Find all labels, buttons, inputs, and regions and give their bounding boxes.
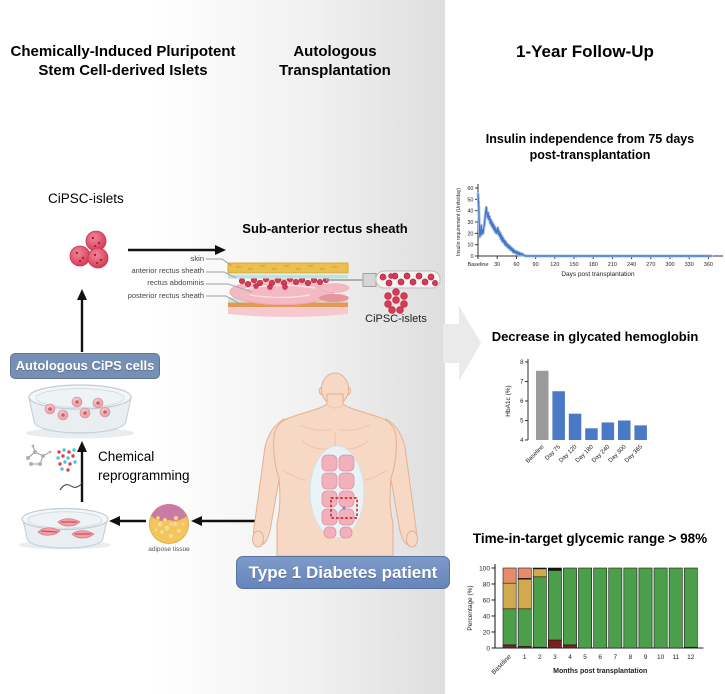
svg-text:100: 100: [479, 565, 490, 572]
svg-text:60: 60: [483, 597, 491, 604]
petri-dish-cips: [26, 384, 134, 439]
svg-text:Days post transplantation: Days post transplantation: [561, 271, 635, 278]
svg-text:9: 9: [644, 654, 648, 661]
svg-text:10: 10: [467, 243, 473, 249]
svg-text:60: 60: [513, 262, 519, 268]
svg-text:90: 90: [533, 262, 539, 268]
colored-molecule: [56, 448, 77, 472]
rectus-sheath-cross-section: [206, 258, 441, 317]
svg-text:7: 7: [520, 380, 524, 386]
svg-text:Insulin requirement (Units/day: Insulin requirement (Units/day): [456, 188, 462, 256]
molecule-sketch: [59, 481, 84, 491]
svg-text:120: 120: [550, 262, 559, 268]
svg-text:40: 40: [483, 613, 491, 620]
patient-figure: [252, 372, 418, 557]
cipsc-islet-spheres: [69, 230, 109, 269]
insulin-requirement-chart: 0 10 20 30 40 50 60 Baseline 30 60 90 120 150 180 210 2…: [456, 184, 723, 278]
svg-text:30: 30: [467, 220, 473, 226]
svg-text:210: 210: [608, 262, 617, 268]
svg-text:150: 150: [569, 262, 578, 268]
middle-column-title: Autologous Transplantation: [279, 43, 391, 79]
islet-cluster: [384, 288, 408, 314]
svg-text:20: 20: [483, 629, 491, 636]
autologous-cips-cells-badge: Autologous CiPS cells: [10, 353, 160, 379]
svg-text:240: 240: [627, 262, 636, 268]
small-molecules: [26, 444, 84, 491]
svg-text:HbA1c (%): HbA1c (%): [505, 385, 512, 416]
svg-text:1: 1: [523, 654, 527, 661]
petri-dish-fibroblasts: [19, 507, 111, 550]
svg-text:5: 5: [583, 654, 587, 661]
svg-text:Months post transplantation: Months post transplantation: [553, 668, 647, 675]
arrow-cips-to-islets: [77, 289, 87, 352]
section-transition-arrow: [443, 306, 481, 381]
type1-diabetes-patient-badge: Type 1 Diabetes patient: [236, 556, 450, 589]
right-column-title: 1-Year Follow-Up: [516, 42, 654, 61]
svg-text:5: 5: [520, 419, 524, 425]
svg-text:8: 8: [520, 360, 524, 366]
tir-chart-title: Time-in-target glycemic range > 98%: [472, 531, 708, 546]
svg-text:2: 2: [538, 654, 542, 661]
svg-text:20: 20: [467, 231, 473, 237]
hba1c-chart-title: Decrease in glycated hemoglobin: [491, 329, 699, 344]
svg-text:Baseline: Baseline: [467, 262, 488, 268]
adipose-tissue: [149, 504, 189, 544]
svg-text:4: 4: [568, 654, 572, 661]
svg-text:Day 365: Day 365: [624, 444, 645, 465]
arrow-islets-to-sheath: [128, 245, 226, 255]
svg-text:0: 0: [486, 645, 490, 652]
svg-text:4: 4: [520, 438, 524, 444]
svg-text:Percentage (%): Percentage (%): [467, 585, 474, 630]
layer-label-posterior-sheath: posterior rectus sheath: [127, 290, 204, 300]
svg-text:8: 8: [629, 654, 633, 661]
layer-label-anterior-sheath: anterior rectus sheath: [131, 266, 204, 276]
cipsc-islets-label-middle: CiPSC-islets: [365, 313, 427, 325]
svg-text:6: 6: [598, 654, 602, 661]
fibroblast-cells: [37, 518, 95, 539]
svg-text:Baseline: Baseline: [525, 444, 546, 465]
arrow-adipose-to-dish: [109, 516, 146, 526]
arrow-reprogramming: [77, 441, 87, 502]
svg-text:180: 180: [589, 262, 598, 268]
svg-text:300: 300: [665, 262, 674, 268]
svg-text:270: 270: [646, 262, 655, 268]
layer-label-rectus-abdominis: rectus abdominis: [147, 278, 204, 288]
insulin-chart-title: Insulin independence from 75 days post-t…: [485, 132, 695, 162]
chemical-reprogramming-label: Chemical reprogramming: [98, 449, 190, 483]
rectus-abdominis-muscles: [321, 454, 355, 539]
svg-text:10: 10: [657, 654, 665, 661]
svg-text:40: 40: [467, 209, 473, 215]
adipose-tissue-label: adipose tissue: [148, 546, 190, 553]
svg-text:0: 0: [470, 254, 473, 260]
svg-text:3: 3: [553, 654, 557, 661]
svg-text:80: 80: [483, 581, 491, 588]
left-column-title: Chemically-Induced Pluripotent Stem Cell…: [10, 43, 236, 79]
svg-text:12: 12: [687, 654, 695, 661]
svg-text:330: 330: [685, 262, 694, 268]
injection-cannula: [326, 270, 441, 289]
cipsc-islets-label: CiPSC-islets: [48, 191, 124, 206]
layer-leader-lines: [206, 258, 253, 306]
sheath-title: Sub-anterior rectus sheath: [242, 221, 408, 236]
svg-text:7: 7: [613, 654, 617, 661]
svg-text:60: 60: [467, 186, 473, 192]
svg-text:11: 11: [672, 654, 679, 661]
layer-label-skin: skin: [190, 254, 204, 263]
svg-text:Baseline: Baseline: [490, 653, 513, 676]
svg-text:30: 30: [494, 262, 500, 268]
svg-text:50: 50: [467, 197, 473, 203]
svg-text:6: 6: [520, 399, 524, 405]
svg-text:360: 360: [704, 262, 713, 268]
